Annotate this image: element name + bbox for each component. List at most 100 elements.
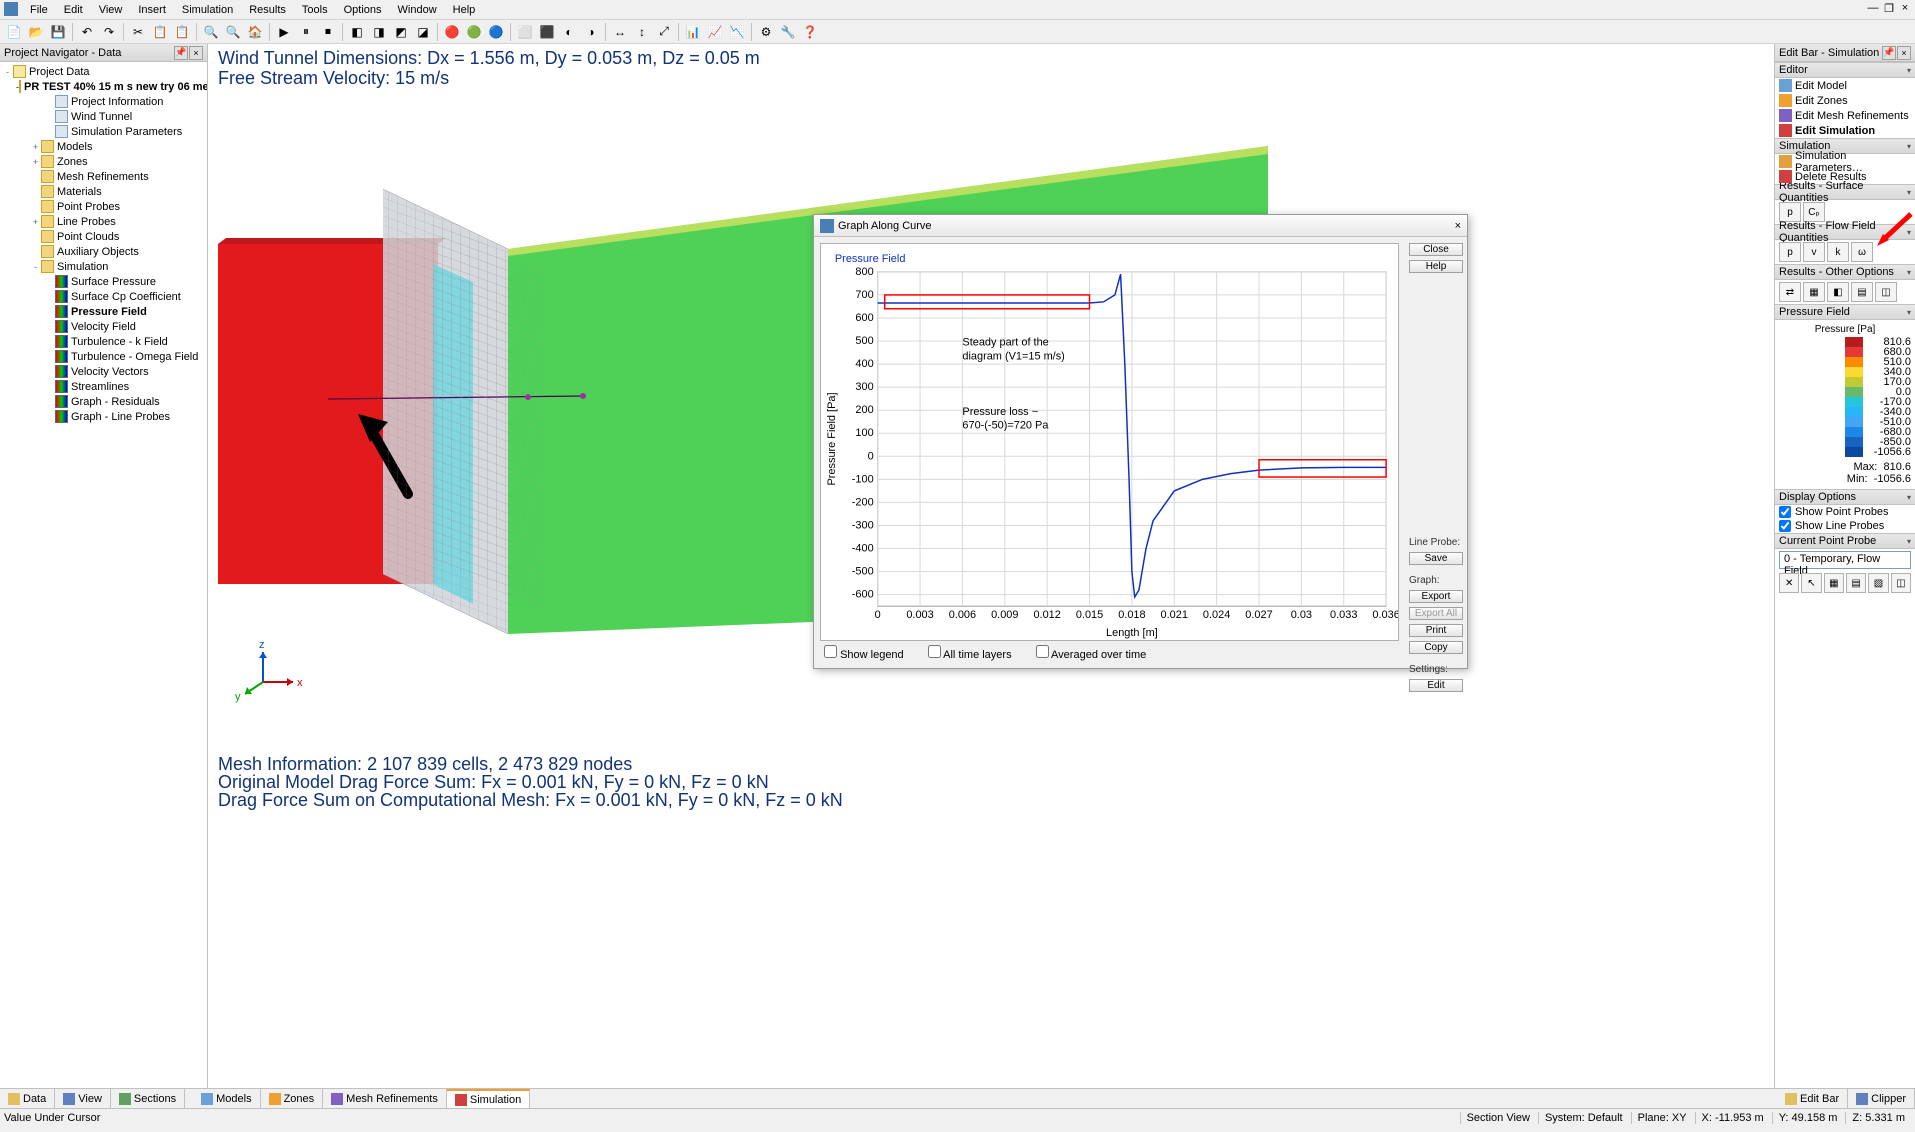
- toolbar-btn-11[interactable]: 🔍: [201, 22, 221, 42]
- toolbar-btn-37[interactable]: 📊: [683, 22, 703, 42]
- tree-surface-pressure[interactable]: Surface Pressure: [2, 274, 205, 289]
- tab-data[interactable]: Data: [0, 1089, 55, 1108]
- tab-models[interactable]: Models: [193, 1089, 260, 1108]
- tree-streamlines[interactable]: Streamlines: [2, 379, 205, 394]
- tree-zones[interactable]: +Zones: [2, 154, 205, 169]
- tree-velocity-field[interactable]: Velocity Field: [2, 319, 205, 334]
- editbar-close-button[interactable]: ×: [1897, 46, 1911, 60]
- rp-hdr-editor[interactable]: Editor▾: [1775, 62, 1915, 78]
- tree-turbulence-k-field[interactable]: Turbulence - k Field: [2, 334, 205, 349]
- probe-btn-▤[interactable]: ▤: [1846, 573, 1866, 593]
- close-window-button[interactable]: ×: [1899, 2, 1911, 15]
- rp-btn-◧[interactable]: ◧: [1827, 282, 1849, 302]
- toolbar-btn-9[interactable]: 📋: [172, 22, 192, 42]
- rp-btn-p[interactable]: p: [1779, 242, 1801, 262]
- tree-point-clouds[interactable]: Point Clouds: [2, 229, 205, 244]
- toolbar-btn-42[interactable]: 🔧: [778, 22, 798, 42]
- rp-item-edit-mesh-refinements[interactable]: Edit Mesh Refinements: [1775, 108, 1915, 123]
- toolbar-btn-28[interactable]: ⬜: [515, 22, 535, 42]
- rp-btn-v[interactable]: v: [1803, 242, 1825, 262]
- averaged-checkbox[interactable]: Averaged over time: [1036, 645, 1147, 661]
- dialog-close-button[interactable]: ×: [1455, 220, 1461, 232]
- toolbar-btn-34[interactable]: ↕: [632, 22, 652, 42]
- toolbar-btn-5[interactable]: ↷: [99, 22, 119, 42]
- toolbar-btn-25[interactable]: 🟢: [464, 22, 484, 42]
- tab-sections[interactable]: Sections: [111, 1089, 185, 1108]
- tab-clipper[interactable]: Clipper: [1848, 1089, 1915, 1108]
- toolbar-btn-16[interactable]: ⏸: [296, 22, 316, 42]
- tree-graph-residuals[interactable]: Graph - Residuals: [2, 394, 205, 409]
- tree-wind-tunnel[interactable]: Wind Tunnel: [2, 109, 205, 124]
- probe-combo[interactable]: 0 - Temporary, Flow Field: [1779, 551, 1911, 569]
- dialog-close-btn[interactable]: Close: [1409, 243, 1463, 256]
- toolbar-btn-13[interactable]: 🏠: [245, 22, 265, 42]
- export-btn[interactable]: Export: [1409, 590, 1463, 603]
- tab-view[interactable]: View: [55, 1089, 111, 1108]
- toolbar-btn-20[interactable]: ◨: [369, 22, 389, 42]
- rp-item-edit-zones[interactable]: Edit Zones: [1775, 93, 1915, 108]
- tree-mesh-refinements[interactable]: Mesh Refinements: [2, 169, 205, 184]
- toolbar-btn-26[interactable]: 🔵: [486, 22, 506, 42]
- menu-tools[interactable]: Tools: [294, 2, 336, 18]
- tab-simulation[interactable]: Simulation: [447, 1089, 530, 1108]
- rp-btn-⇄[interactable]: ⇄: [1779, 282, 1801, 302]
- toolbar-btn-15[interactable]: ▶: [274, 22, 294, 42]
- rp-btn-k[interactable]: k: [1827, 242, 1849, 262]
- toolbar-btn-30[interactable]: ◐: [559, 22, 579, 42]
- toolbar-btn-21[interactable]: ◩: [391, 22, 411, 42]
- check-show-line-probes[interactable]: Show Line Probes: [1775, 519, 1915, 533]
- tree-simulation[interactable]: -Simulation: [2, 259, 205, 274]
- menu-simulation[interactable]: Simulation: [174, 2, 241, 18]
- toolbar-btn-19[interactable]: ◧: [347, 22, 367, 42]
- minimize-button[interactable]: —: [1867, 2, 1879, 15]
- rp-item-simulation-parameters-[interactable]: Simulation Parameters…: [1775, 154, 1915, 169]
- menu-help[interactable]: Help: [445, 2, 484, 18]
- menu-options[interactable]: Options: [336, 2, 390, 18]
- toolbar-btn-39[interactable]: 📉: [727, 22, 747, 42]
- toolbar-btn-1[interactable]: 📂: [26, 22, 46, 42]
- menu-edit[interactable]: Edit: [56, 2, 91, 18]
- menu-results[interactable]: Results: [241, 2, 294, 18]
- rp-item-delete-results[interactable]: Delete Results: [1775, 169, 1915, 184]
- menu-file[interactable]: File: [22, 2, 56, 18]
- copy-btn[interactable]: Copy: [1409, 641, 1463, 654]
- toolbar-btn-41[interactable]: ⚙: [756, 22, 776, 42]
- toolbar-btn-38[interactable]: 📈: [705, 22, 725, 42]
- tree-line-probes[interactable]: +Line Probes: [2, 214, 205, 229]
- probe-btn-◫[interactable]: ◫: [1891, 573, 1911, 593]
- tab-edit-bar[interactable]: Edit Bar: [1777, 1089, 1848, 1108]
- rp-btn-p[interactable]: p: [1779, 202, 1801, 222]
- menu-insert[interactable]: Insert: [130, 2, 174, 18]
- tree-graph-line-probes[interactable]: Graph - Line Probes: [2, 409, 205, 424]
- rp-hdr-display[interactable]: Display Options▾: [1775, 489, 1915, 505]
- print-btn[interactable]: Print: [1409, 624, 1463, 637]
- panel-close-button[interactable]: ×: [189, 46, 203, 60]
- tree-velocity-vectors[interactable]: Velocity Vectors: [2, 364, 205, 379]
- probe-btn-✕[interactable]: ✕: [1779, 573, 1799, 593]
- menu-window[interactable]: Window: [390, 2, 445, 18]
- tree-point-probes[interactable]: Point Probes: [2, 199, 205, 214]
- dialog-help-btn[interactable]: Help: [1409, 260, 1463, 273]
- tab-mesh-refinements[interactable]: Mesh Refinements: [323, 1089, 447, 1108]
- rp-item-edit-simulation[interactable]: Edit Simulation: [1775, 123, 1915, 138]
- edit-settings-btn[interactable]: Edit: [1409, 679, 1463, 692]
- probe-btn-↖[interactable]: ↖: [1801, 573, 1821, 593]
- export-all-btn[interactable]: Export All: [1409, 607, 1463, 620]
- rp-hdr-results-other-options[interactable]: Results - Other Options▾: [1775, 264, 1915, 280]
- rp-hdr-results-surface-quantities[interactable]: Results - Surface Quantities▾: [1775, 184, 1915, 200]
- menu-view[interactable]: View: [91, 2, 131, 18]
- toolbar-btn-17[interactable]: ⏹: [318, 22, 338, 42]
- panel-pin-button[interactable]: 📌: [174, 46, 188, 60]
- rp-hdr-probe[interactable]: Current Point Probe▾: [1775, 533, 1915, 549]
- rp-btn-ω[interactable]: ω: [1851, 242, 1873, 262]
- project-tree[interactable]: -Project Data-PR TEST 40% 15 m s new try…: [0, 62, 207, 1088]
- tab-zones[interactable]: Zones: [261, 1089, 324, 1108]
- tree-surface-cp-coefficient[interactable]: Surface Cp Coefficient: [2, 289, 205, 304]
- tree-simulation-parameters[interactable]: Simulation Parameters: [2, 124, 205, 139]
- tree-pressure-field[interactable]: Pressure Field: [2, 304, 205, 319]
- toolbar-btn-33[interactable]: ↔: [610, 22, 630, 42]
- rp-btn-▦[interactable]: ▦: [1803, 282, 1825, 302]
- toolbar-btn-24[interactable]: 🔴: [442, 22, 462, 42]
- probe-btn-▧[interactable]: ▧: [1868, 573, 1888, 593]
- all-time-layers-checkbox[interactable]: All time layers: [928, 645, 1012, 661]
